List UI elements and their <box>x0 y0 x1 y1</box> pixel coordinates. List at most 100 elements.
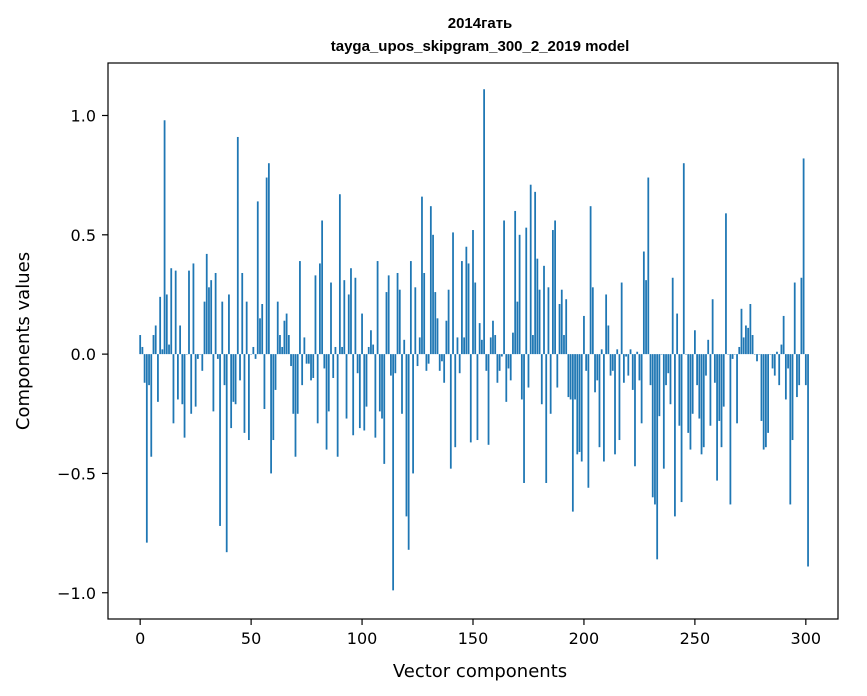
bar-31 <box>208 287 210 355</box>
bar-207 <box>598 354 601 448</box>
bar-240 <box>671 277 674 355</box>
bar-197 <box>576 354 579 455</box>
bar-113 <box>390 354 392 376</box>
bar-167 <box>509 354 512 381</box>
bar-189 <box>558 304 561 355</box>
bar-66 <box>285 313 288 355</box>
y-tick-label: −0.5 <box>57 464 96 483</box>
bar-259 <box>713 354 716 383</box>
bar-262 <box>720 354 723 448</box>
bar-106 <box>374 354 377 438</box>
bar-173 <box>523 354 525 483</box>
bar-37 <box>221 301 224 355</box>
bar-17 <box>177 354 179 400</box>
bar-1 <box>141 346 144 355</box>
bar-215 <box>616 349 619 355</box>
bar-121 <box>407 354 410 550</box>
bar-109 <box>381 354 383 419</box>
bar-156 <box>485 354 488 371</box>
bar-220 <box>627 354 630 376</box>
bar-145 <box>461 261 463 355</box>
bar-18 <box>179 325 181 355</box>
bar-55 <box>261 304 264 355</box>
bar-298 <box>800 277 803 355</box>
bar-76 <box>307 354 310 364</box>
bar-260 <box>716 354 718 481</box>
bar-141 <box>452 232 454 355</box>
bar-225 <box>638 354 641 381</box>
bar-16 <box>174 270 177 355</box>
bar-80 <box>316 354 319 424</box>
bar-226 <box>640 354 643 424</box>
bar-52 <box>254 354 257 359</box>
bar-44 <box>236 136 239 355</box>
bar-162 <box>498 354 501 371</box>
bar-190 <box>560 289 563 355</box>
bar-146 <box>463 337 466 355</box>
bar-148 <box>467 263 470 355</box>
x-tick-label: 300 <box>791 629 822 648</box>
bar-169 <box>514 210 517 355</box>
bar-276 <box>751 335 754 355</box>
bar-34 <box>214 272 217 355</box>
bar-164 <box>503 220 505 355</box>
bar-200 <box>583 315 585 355</box>
bar-112 <box>387 275 390 355</box>
bar-161 <box>496 354 499 383</box>
bar-119 <box>403 339 406 355</box>
bar-67 <box>287 335 290 355</box>
bar-228 <box>645 280 647 355</box>
bar-160 <box>494 335 497 355</box>
bar-82 <box>321 220 324 355</box>
bar-229 <box>647 177 650 355</box>
bar-286 <box>773 354 776 376</box>
bar-183 <box>545 354 548 483</box>
bar-249 <box>691 354 694 414</box>
bar-270 <box>738 346 741 355</box>
bar-126 <box>418 337 421 355</box>
bar-301 <box>807 354 809 567</box>
bar-47 <box>243 354 246 433</box>
bar-214 <box>614 354 616 455</box>
bar-243 <box>678 354 681 426</box>
bar-158 <box>489 337 492 355</box>
bar-174 <box>525 227 528 355</box>
bar-98 <box>356 354 359 374</box>
bar-281 <box>762 354 765 450</box>
bar-88 <box>334 346 337 355</box>
bar-181 <box>540 354 543 405</box>
bar-232 <box>654 354 656 505</box>
bar-2 <box>143 354 146 383</box>
bar-143 <box>456 337 459 355</box>
bar-295 <box>793 282 796 355</box>
bar-116 <box>396 272 399 355</box>
bar-205 <box>594 354 596 393</box>
bar-4 <box>148 354 150 386</box>
bar-62 <box>276 301 279 355</box>
bar-59 <box>270 354 272 474</box>
bar-29 <box>203 301 206 355</box>
bar-3 <box>145 354 148 543</box>
bar-254 <box>702 354 705 448</box>
bar-168 <box>512 332 514 355</box>
bar-91 <box>341 346 343 355</box>
bar-7 <box>154 325 157 355</box>
bar-224 <box>636 351 639 355</box>
bar-245 <box>682 163 685 355</box>
bar-84 <box>325 354 328 450</box>
bar-136 <box>441 354 443 362</box>
bar-115 <box>394 354 397 374</box>
bar-186 <box>551 230 554 355</box>
bar-231 <box>651 354 654 498</box>
bar-99 <box>358 354 361 429</box>
bar-165 <box>505 354 508 402</box>
bar-278 <box>756 354 758 362</box>
bar-244 <box>680 354 683 503</box>
bar-210 <box>605 294 608 355</box>
bar-123 <box>412 354 414 474</box>
bar-57 <box>265 177 268 355</box>
bar-38 <box>223 354 226 386</box>
bar-216 <box>618 354 621 441</box>
bar-159 <box>492 320 494 355</box>
